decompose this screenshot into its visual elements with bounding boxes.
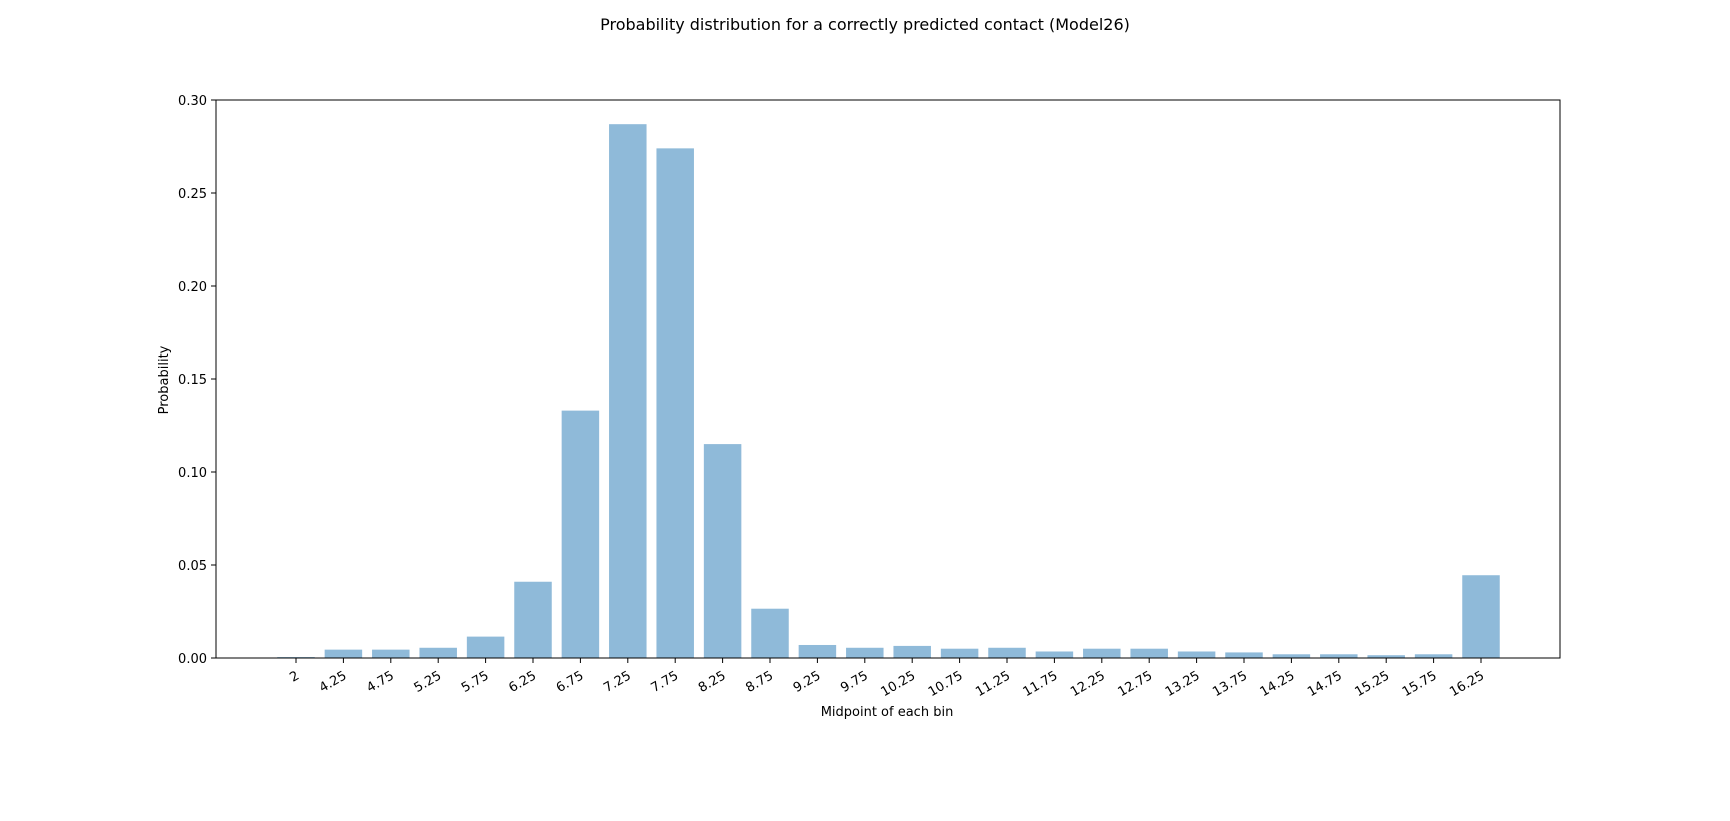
bar [1130,648,1168,658]
x-tick-label: 5.75 [459,668,492,695]
bar [1367,655,1405,658]
y-axis-ticks: 0.00 0.05 0.10 0.15 0.20 0.25 0.30 [178,94,216,667]
bar [656,148,694,659]
x-tick-label: 13.75 [1210,668,1250,700]
x-tick-label: 14.25 [1258,668,1298,700]
bar [1462,575,1500,658]
x-tick-label: 2 [287,668,302,685]
x-tick-label: 7.25 [601,668,634,695]
x-tick-label: 7.75 [649,668,682,695]
bar [798,644,837,658]
x-tick-label: 12.75 [1115,668,1155,700]
bar [1177,651,1216,658]
bar [1035,651,1074,658]
bar [1225,652,1263,658]
x-tick-label: 4.75 [364,668,397,695]
plot-area-frame [215,99,1561,659]
bar [466,636,505,658]
y-tick-label: 0.10 [178,466,207,481]
x-tick-label: 4.25 [317,668,350,695]
bar [514,581,552,658]
x-tick-label: 9.25 [791,668,824,695]
bar [751,608,789,658]
x-axis-label: Midpoint of each bin [821,705,954,720]
x-tick-label: 11.25 [973,668,1013,700]
x-tick-label: 10.25 [878,668,918,700]
y-tick-label: 0.15 [178,373,207,388]
x-tick-label: 8.75 [743,668,776,695]
y-axis-label: Probability [157,345,172,414]
bar [988,647,1026,658]
x-tick-label: 5.25 [412,668,445,695]
bar [1320,654,1358,658]
bar [419,647,457,658]
y-tick-label: 0.25 [178,187,207,202]
x-tick-label: 10.75 [926,668,966,700]
y-tick-label: 0.00 [178,652,207,667]
bar [372,649,410,658]
x-tick-label: 15.75 [1400,668,1440,700]
y-tick-label: 0.05 [178,559,207,574]
y-tick-label: 0.30 [178,94,207,109]
bar [1272,654,1311,658]
bar [324,649,363,658]
x-tick-label: 8.25 [696,668,729,695]
x-tick-label: 12.25 [1068,668,1108,700]
x-tick-label: 6.25 [506,668,539,695]
bar [940,648,979,658]
bar [893,645,931,658]
bars-group [277,124,1500,659]
x-tick-label: 15.25 [1352,668,1392,700]
bar [703,444,742,658]
x-tick-label: 14.75 [1305,668,1345,700]
bar [1083,648,1121,658]
x-tick-label: 16.25 [1447,668,1487,700]
x-tick-label: 9.75 [838,668,871,695]
x-axis-ticks: 2 4.25 4.75 5.25 5.75 6.25 6.75 7.25 7.75 8.25 8.7… [287,658,1487,700]
chart-title: Probability distribution for a correctly… [600,15,1130,34]
bar [846,647,884,658]
bar [1414,654,1453,658]
y-tick-label: 0.20 [178,280,207,295]
x-tick-label: 6.75 [554,668,587,695]
x-tick-label: 11.75 [1021,668,1061,700]
bar [561,410,600,658]
bar [609,124,647,659]
x-tick-label: 13.25 [1163,668,1203,700]
